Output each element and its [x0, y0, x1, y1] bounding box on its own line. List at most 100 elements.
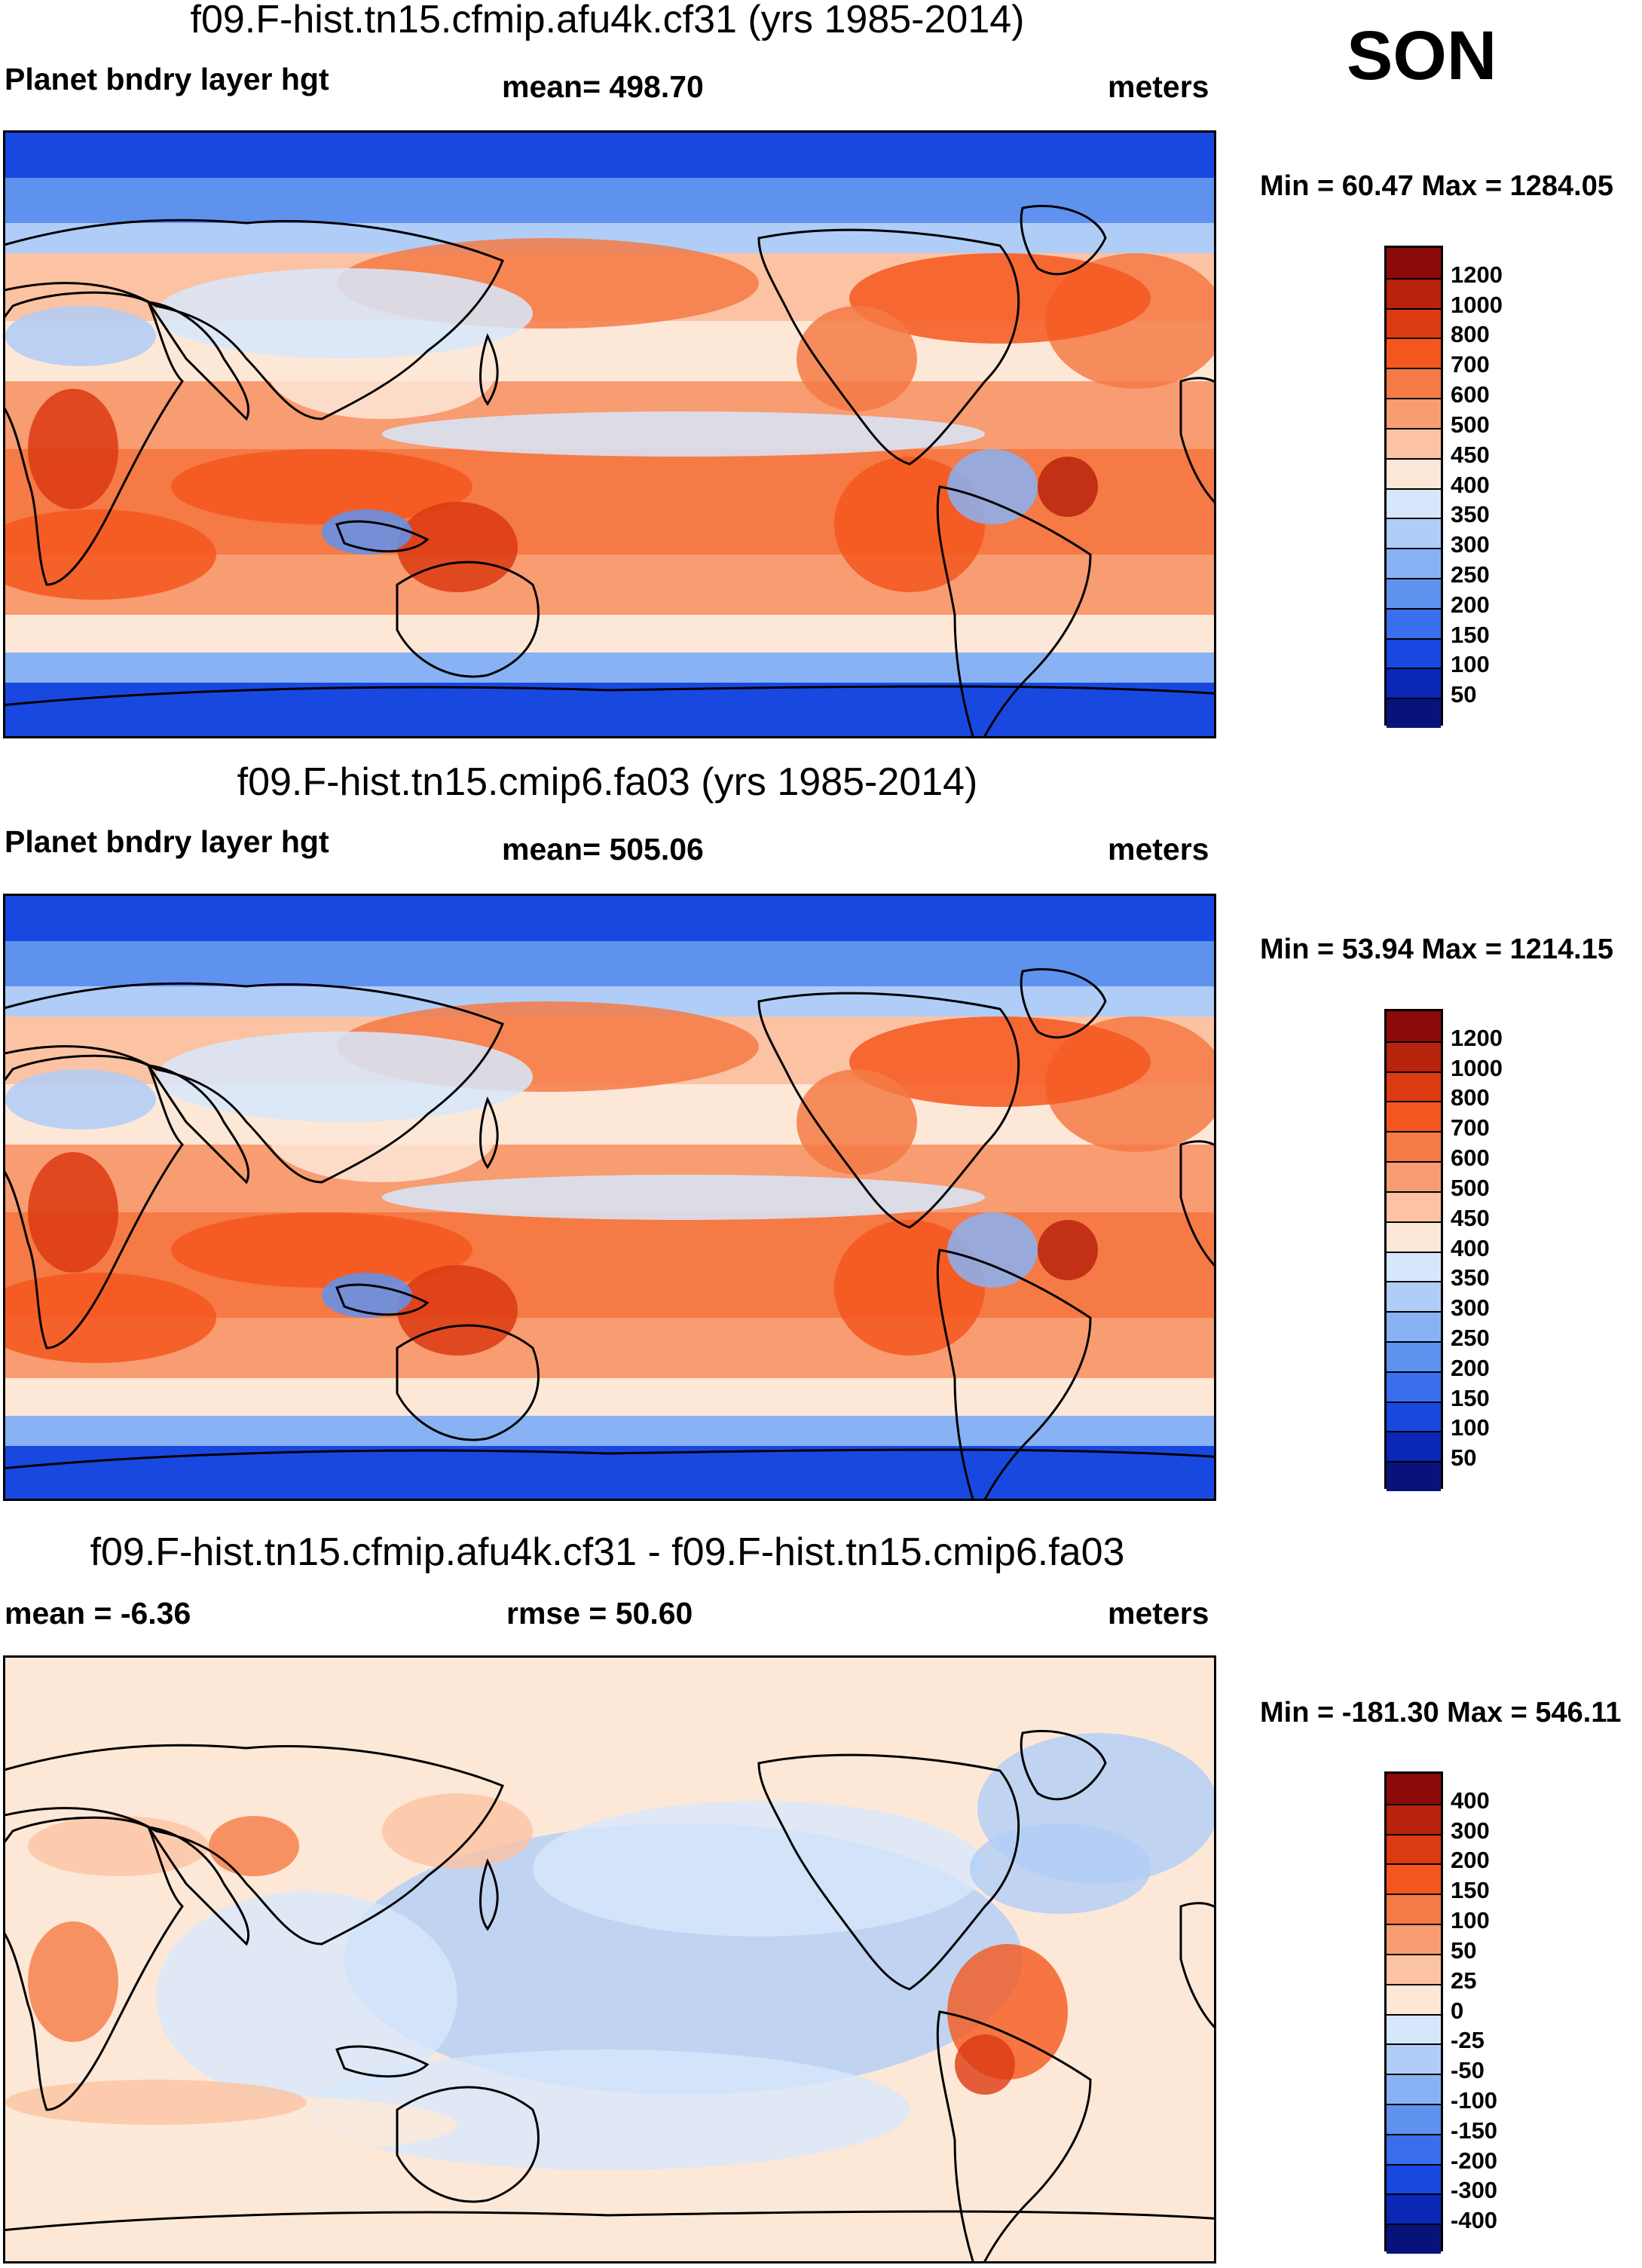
colorbar-swatch: [1387, 577, 1441, 608]
colorbar-tick-label: 400: [1451, 1234, 1490, 1261]
colorbar-swatch: [1387, 1340, 1441, 1371]
colorbar-swatch: [1387, 1894, 1441, 1924]
coastline: [936, 2010, 1092, 2261]
coastline: [1020, 967, 1107, 1039]
panel-3-map: [3, 1655, 1216, 2263]
field-patch: [171, 449, 472, 524]
colorbar-tick-label: -400: [1451, 2207, 1498, 2234]
colorbar-tick-label: 100: [1451, 1414, 1490, 1441]
coastline: [1179, 1140, 1214, 1267]
colorbar-swatch: [1387, 2043, 1441, 2074]
colorbar-tick-label: 200: [1451, 1354, 1490, 1381]
panel-1-units-label: meters: [1108, 69, 1209, 104]
coastline: [396, 1324, 540, 1441]
colorbar-swatch: [1387, 1953, 1441, 1984]
colorbar-tick-label: 300: [1451, 1817, 1490, 1844]
colorbar-swatch: [1387, 1833, 1441, 1864]
field-patch: [5, 1273, 216, 1363]
colorbar-swatch: [1387, 1774, 1441, 1804]
field-patch: [533, 1801, 985, 1936]
panel-1-colorbar: 1200 1000 800 700 600 500 450 400 350 300 250 200 15…: [1384, 246, 1503, 728]
field-band: [5, 1378, 1214, 1416]
panel-2-variable-label: Planet bndry layer hgt: [5, 824, 329, 859]
colorbar-swatch: [1387, 457, 1441, 488]
coastline: [757, 992, 1020, 1229]
colorbar-swatch: [1387, 2224, 1441, 2254]
colorbar-tick-label: -25: [1451, 2027, 1485, 2054]
panel-3-rmse-label: rmse = 50.60: [506, 1596, 693, 1631]
colorbar-swatch: [1387, 2133, 1441, 2164]
colorbar-swatch: [1387, 637, 1441, 668]
colorbar-tick-label: 700: [1451, 1114, 1490, 1142]
field-patch: [849, 1016, 1151, 1107]
field-patch: [797, 306, 917, 411]
colorbar-swatch: [1387, 2074, 1441, 2104]
colorbar-swatch: [1387, 518, 1441, 549]
panel-1-title: f09.F-hist.tn15.cfmip.afu4k.cf31 (yrs 19…: [190, 0, 1025, 41]
panel-1-variable-label: Planet bndry layer hgt: [5, 62, 329, 96]
colorbar-tick-label: 600: [1451, 1145, 1490, 1172]
colorbar-swatch: [1387, 368, 1441, 399]
colorbar-tick-label: 300: [1451, 531, 1490, 558]
colorbar-swatch: [1387, 1251, 1441, 1282]
field-patch: [28, 389, 118, 509]
map-field: [5, 896, 1214, 1499]
colorbar-tick-label: 1200: [1451, 1024, 1503, 1051]
field-patch: [322, 1273, 412, 1318]
field-patch: [5, 1069, 156, 1129]
panel-2-colorbar: 1200 1000 800 700 600 500 450 400 350 300 250 200 15…: [1384, 1009, 1503, 1491]
coastline: [936, 1249, 1092, 1499]
colorbar-swatch: [1387, 1221, 1441, 1252]
colorbar-swatch: [1387, 427, 1441, 458]
field-patch: [156, 1032, 533, 1122]
colorbar-swatch: [1387, 2013, 1441, 2044]
colorbar-swatch: [1387, 1371, 1441, 1401]
season-label: SON: [1347, 17, 1497, 94]
coastline: [479, 1858, 499, 1931]
colorbar-swatch: [1387, 1011, 1441, 1041]
field-patch: [156, 268, 533, 359]
colorbar-swatch: [1387, 1431, 1441, 1462]
panel-2-mean-label: mean= 505.06: [502, 832, 704, 867]
colorbar-tick-label: 800: [1451, 321, 1490, 348]
field-patch: [1038, 457, 1098, 517]
field-band: [5, 896, 1214, 941]
colorbar-swatch: [1387, 548, 1441, 578]
colorbar-swatch: [1387, 1401, 1441, 1432]
colorbar-tick-label: 450: [1451, 1204, 1490, 1231]
colorbar-swatch: [1387, 1461, 1441, 1491]
colorbar-tick-label: 150: [1451, 1877, 1490, 1904]
colorbar-frame: [1384, 1009, 1443, 1491]
field-band: [5, 1416, 1214, 1446]
colorbar-tick-label: -200: [1451, 2147, 1498, 2174]
colorbar-tick-label: -100: [1451, 2086, 1498, 2114]
colorbar-frame: [1384, 246, 1443, 728]
colorbar-tick-label: 450: [1451, 441, 1490, 468]
field-patch: [382, 1175, 985, 1220]
panel-3-colorbar: 400 300 200 150 100 50 25 0 -25 -50 -100 -150 -200 -3…: [1384, 1771, 1497, 2254]
colorbar-swatch: [1387, 607, 1441, 638]
field-band: [5, 133, 1214, 178]
colorbar-tick-label: 1000: [1451, 1054, 1503, 1081]
colorbar-swatch: [1387, 1803, 1441, 1834]
field-band: [5, 653, 1214, 683]
coastline: [335, 520, 430, 553]
field-patch: [797, 1069, 917, 1175]
field-patch: [834, 457, 985, 592]
colorbar-swatch: [1387, 1191, 1441, 1221]
colorbar-swatch: [1387, 1983, 1441, 2014]
map-field: [5, 1658, 1214, 2261]
panel-2-map: [3, 894, 1216, 1501]
colorbar-tick-label: 0: [1451, 1997, 1464, 2024]
field-band: [5, 178, 1214, 223]
colorbar-tick-label: 1200: [1451, 261, 1503, 288]
colorbar-tick-label: 150: [1451, 621, 1490, 648]
colorbar-tick-label: 200: [1451, 1847, 1490, 1874]
colorbar-tick-label: 350: [1451, 501, 1490, 528]
coastline: [1020, 1729, 1107, 1801]
panel-2-units-label: meters: [1108, 832, 1209, 867]
panel-1-mean-label: mean= 498.70: [502, 69, 704, 104]
coastline: [145, 1064, 250, 1184]
colorbar-frame: [1384, 1771, 1443, 2254]
colorbar-tick-label: 500: [1451, 1174, 1490, 1201]
